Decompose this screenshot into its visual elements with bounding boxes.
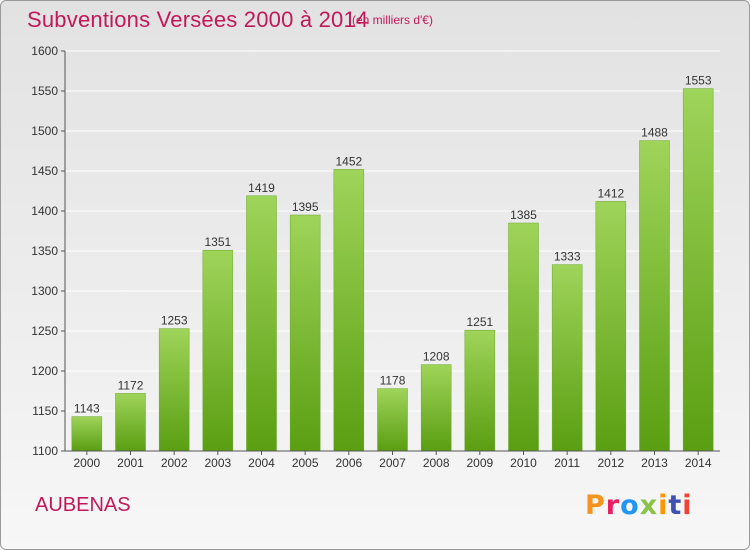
bar-2014 [682, 88, 714, 452]
y-axis: 1100 1150 1200 1250 1300 1350 1400 1450 1500 1550… [31, 44, 66, 458]
chart-title: Subventions Versées 2000 à 2014 [27, 7, 369, 32]
x-tick-label: 2003 [204, 456, 231, 470]
y-tick-label: 1350 [31, 244, 58, 258]
bar-value-label: 1172 [118, 378, 144, 392]
bar-2004 [246, 195, 277, 452]
x-tick-label: 2000 [73, 456, 100, 470]
bar-2006 [333, 169, 365, 452]
bar-value-label: 1412 [597, 186, 624, 200]
y-tick-label: 1450 [31, 164, 58, 178]
bar-2010 [508, 222, 539, 452]
x-tick-label: 2004 [248, 456, 275, 470]
bar-value-label: 1488 [641, 126, 668, 140]
bar-2012 [595, 201, 627, 452]
place-name: AUBENAS [35, 494, 131, 516]
x-tick-label: 2002 [161, 456, 188, 470]
bar-value-label: 1452 [335, 154, 362, 168]
bar-value-label: 1385 [510, 208, 537, 222]
y-tick-label: 1150 [32, 404, 58, 418]
x-tick-label: 2012 [597, 456, 624, 470]
x-tick-label: 2009 [466, 456, 493, 470]
bar-2001 [115, 393, 146, 452]
bar-value-label: 1251 [466, 315, 493, 329]
y-tick-label: 1400 [31, 204, 58, 218]
bar-value-label: 1178 [380, 374, 406, 388]
y-tick-label: 1550 [31, 84, 58, 98]
brand-logo: Proxiti [585, 490, 693, 521]
x-tick-label: 2010 [510, 456, 537, 470]
x-axis: 2000 2001 2002 2003 2004 2005 2006 2007 2008 2009… [65, 450, 720, 470]
bar-value-label: 1553 [685, 74, 712, 88]
bar-2011 [551, 264, 583, 452]
bar-value-label: 1395 [292, 200, 319, 214]
y-tick-label: 1250 [31, 324, 58, 338]
bar-value-label: 1351 [204, 235, 231, 249]
chart-subtitle: (en milliers d'€) [352, 13, 433, 27]
bar-value-label: 1208 [423, 350, 450, 364]
x-tick-label: 2001 [117, 456, 144, 470]
bars: 1143 1172 1253 1351 1419 1395 1452 1178 1208 1251… [71, 74, 714, 452]
y-tick-label: 1600 [31, 44, 58, 58]
x-tick-label: 2005 [292, 456, 319, 470]
bar-value-label: 1253 [161, 314, 188, 328]
bar-2002 [158, 328, 190, 452]
x-tick-label: 2007 [379, 456, 406, 470]
bar-2000 [71, 416, 103, 452]
bar-2003 [202, 249, 234, 452]
bar-value-label: 1419 [248, 181, 275, 195]
bar-2007 [377, 388, 408, 452]
bar-2009 [464, 329, 496, 452]
bar-2013 [639, 140, 670, 452]
bar-value-label: 1333 [554, 250, 581, 264]
x-tick-label: 2014 [685, 456, 712, 470]
x-tick-label: 2006 [335, 456, 362, 470]
y-tick-label: 1500 [31, 124, 58, 138]
bar-2005 [289, 214, 321, 452]
y-tick-label: 1300 [31, 284, 58, 298]
bar-2008 [420, 364, 452, 452]
y-tick-label: 1100 [32, 444, 58, 458]
x-tick-label: 2013 [641, 456, 668, 470]
y-tick-label: 1200 [31, 364, 58, 378]
bar-value-label: 1143 [74, 402, 100, 416]
x-tick-label: 2011 [554, 456, 580, 470]
x-tick-label: 2008 [423, 456, 450, 470]
